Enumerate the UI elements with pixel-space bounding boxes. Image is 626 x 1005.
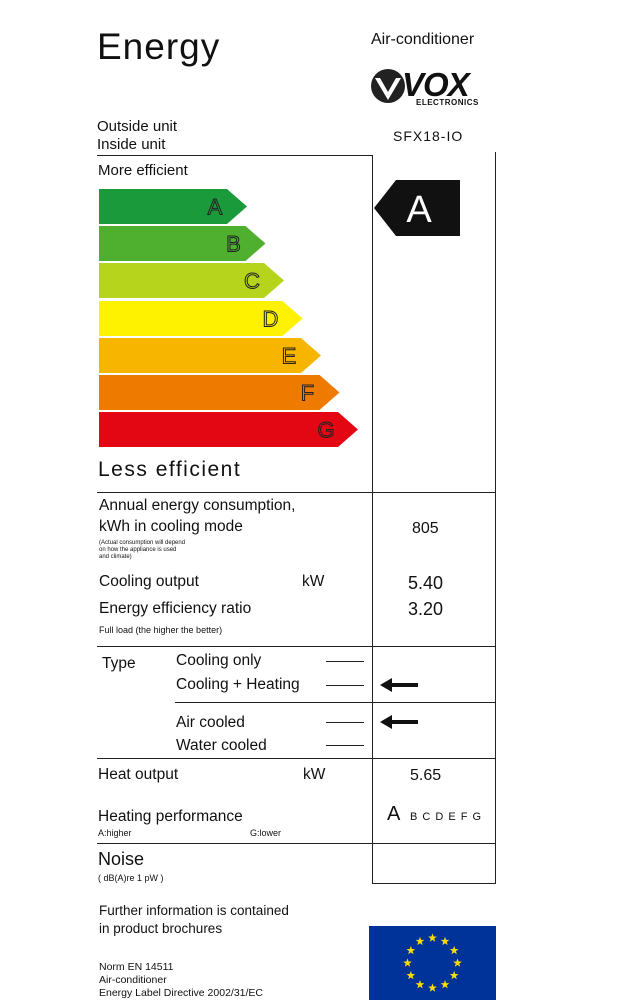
heating-performance-label: Heating performance: [98, 808, 243, 825]
heating-lower-note: G:lower: [250, 828, 282, 838]
efficiency-bar-b: B: [99, 226, 266, 262]
divider: [372, 883, 496, 884]
annual-consumption-value: 805: [412, 520, 439, 537]
eu-star-icon: [453, 958, 462, 967]
type-option-cooling-only: Cooling only: [176, 652, 262, 669]
annual-note-line: (Actual consumption will depend: [99, 540, 186, 546]
energy-class-letter: A: [406, 189, 432, 231]
less-efficient-label: Less efficient: [98, 458, 242, 481]
efficiency-bar-d: D: [99, 300, 303, 336]
divider: [175, 702, 496, 703]
noise-unit: ( dB(A)re 1 pW ): [98, 873, 164, 883]
type-label: Type: [102, 655, 136, 672]
efficiency-bar-letter: B: [226, 232, 241, 257]
divider: [97, 758, 496, 759]
cooling-type-air: Air cooled: [176, 714, 245, 731]
efficiency-bar-letter: E: [282, 343, 297, 368]
heating-scale: B C D E F G: [410, 811, 483, 823]
option-dash: [326, 685, 364, 686]
option-dash: [326, 722, 364, 723]
efficiency-bar-f: F: [99, 375, 340, 410]
eu-star-icon: [440, 936, 450, 946]
divider: [97, 155, 373, 156]
label-title: Energy: [97, 26, 221, 67]
eu-flag-icon: [369, 926, 496, 1000]
efficiency-bar-g: G: [99, 412, 358, 448]
eu-star-icon: [440, 980, 450, 989]
selected-arrow-icon: [380, 678, 418, 697]
heating-higher-note: A:higher: [98, 828, 132, 838]
info-line-2: in product brochures: [99, 921, 223, 936]
cooling-type-water: Water cooled: [176, 737, 267, 754]
brand-name: VOX: [402, 66, 470, 103]
norm-text: Norm EN 14511: [99, 961, 174, 973]
annual-consumption-label-2: kWh in cooling mode: [99, 518, 243, 535]
heat-output-label: Heat output: [98, 766, 179, 783]
divider: [97, 646, 496, 647]
eer-value: 3.20: [408, 599, 444, 619]
eu-star-icon: [406, 970, 416, 980]
heat-output-value: 5.65: [410, 767, 442, 784]
noise-label: Noise: [98, 849, 145, 869]
eu-star-icon: [428, 983, 437, 992]
outside-unit-label: Outside unit: [97, 118, 178, 135]
efficiency-bar-letter: D: [263, 306, 279, 331]
efficiency-bar-c: C: [99, 263, 284, 299]
option-dash: [326, 661, 364, 662]
efficiency-bar-e: E: [99, 337, 321, 373]
efficiency-bar-a: A: [99, 189, 247, 224]
divider: [372, 155, 373, 883]
divider: [97, 492, 496, 493]
heat-output-unit: kW: [303, 766, 326, 783]
heating-class: A: [387, 803, 401, 825]
annual-note: (Actual consumption will depend on how t…: [99, 540, 185, 561]
efficiency-bar-letter: C: [244, 269, 260, 294]
cooling-output-value: 5.40: [408, 573, 444, 593]
more-efficient-label: More efficient: [98, 162, 188, 179]
cooling-output-label: Cooling output: [99, 573, 199, 590]
vox-logo-emblem-icon: [371, 69, 405, 103]
divider: [495, 152, 496, 883]
brand-subtitle: ELECTRONICS: [416, 98, 479, 107]
info-line-1: Further information is contained: [99, 903, 289, 918]
eu-star-icon: [415, 936, 425, 946]
type-option-cooling-heating: Cooling + Heating: [176, 676, 300, 693]
efficiency-bar-letter: F: [301, 381, 314, 406]
annual-note-line: and climate): [99, 554, 132, 560]
eer-label: Energy efficiency ratio: [99, 600, 252, 617]
directive-text: Energy Label Directive 2002/31/EC: [99, 987, 264, 999]
inside-unit-label: Inside unit: [97, 136, 166, 153]
efficiency-bar-letter: A: [208, 195, 223, 220]
eu-star-icon: [406, 945, 416, 955]
annual-consumption-label-1: Annual energy consumption,: [99, 497, 296, 514]
eu-star-icon: [403, 958, 412, 967]
eu-star-icon: [428, 933, 437, 942]
brand-logo: [370, 66, 486, 108]
selected-arrow-icon: [380, 715, 418, 734]
model-number: SFX18-IO: [393, 128, 464, 144]
annual-note-line: on how the appliance is used: [99, 547, 177, 553]
eu-star-icon: [449, 970, 459, 980]
option-dash: [326, 745, 364, 746]
divider: [97, 843, 496, 844]
eu-star-icon: [415, 980, 425, 989]
efficiency-bar-letter: G: [317, 418, 334, 443]
cooling-output-unit: kW: [302, 573, 325, 590]
eer-note: Full load (the higher the better): [99, 625, 223, 635]
footer-appliance: Air-conditioner: [99, 974, 167, 986]
eu-star-icon: [449, 945, 459, 955]
energy-class-indicator: A: [374, 180, 460, 236]
appliance-type: Air-conditioner: [371, 31, 475, 48]
